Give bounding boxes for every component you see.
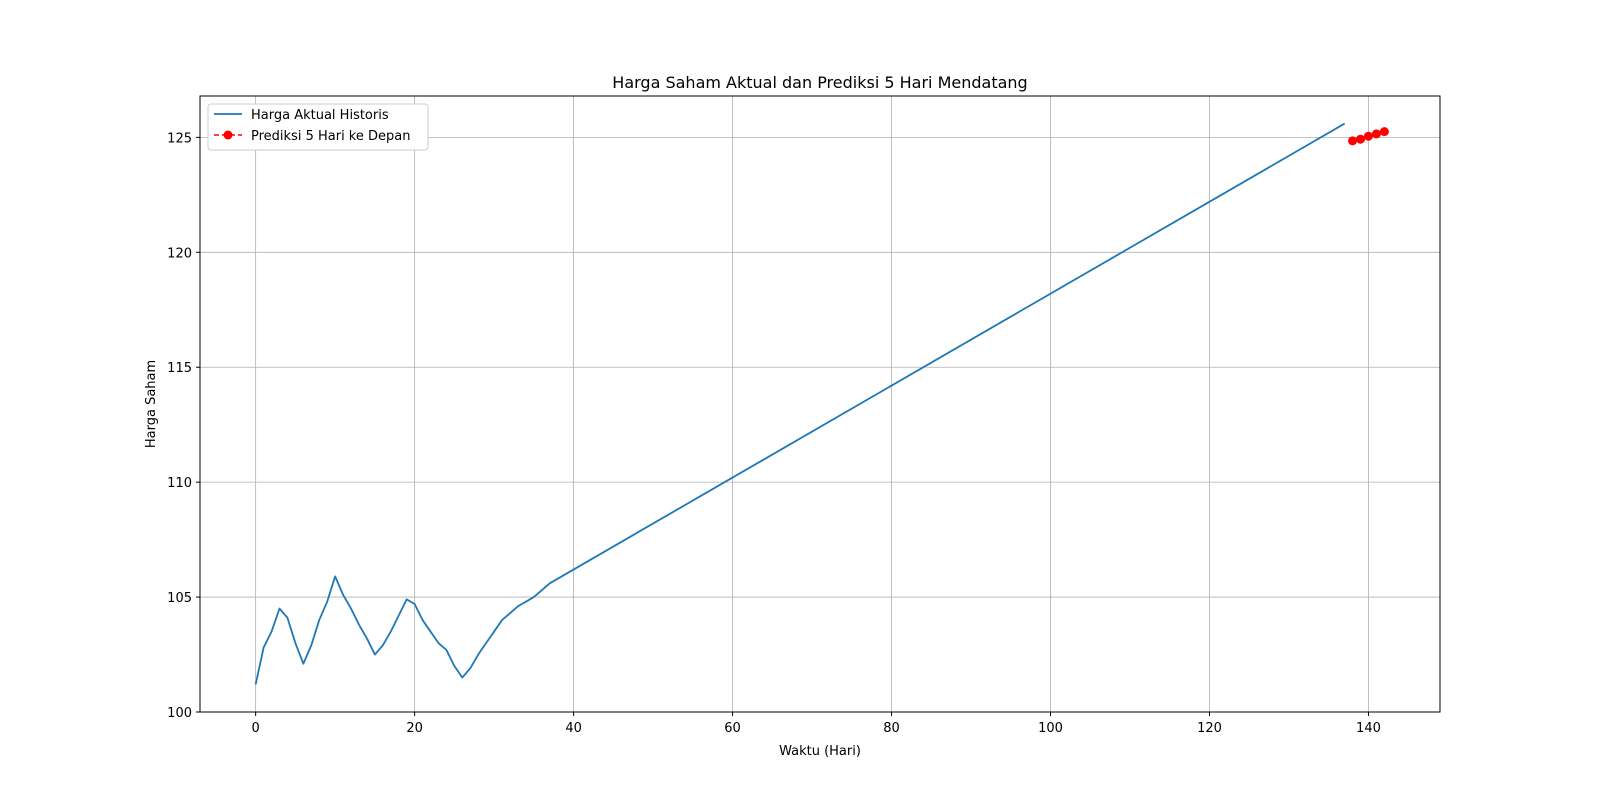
legend-box [207, 103, 429, 151]
y-tick-label: 125 [167, 131, 192, 146]
y-tick-label: 105 [167, 591, 192, 606]
y-tick-label: 115 [167, 361, 192, 376]
axis-ticks: 0 20 40 60 80 100 120 140 100 105 110 115 120 125 [167, 131, 1381, 736]
x-tick-label: 120 [1197, 721, 1222, 736]
prediction-point [1363, 131, 1373, 141]
x-tick-label: 0 [252, 721, 260, 736]
y-tick-label: 100 [167, 706, 192, 721]
prediction-point [1379, 127, 1389, 137]
x-tick-label: 40 [565, 721, 582, 736]
chart-title: Harga Saham Aktual dan Prediksi 5 Hari M… [612, 73, 1027, 92]
x-tick-label: 60 [724, 721, 741, 736]
prediction-point [1371, 129, 1381, 139]
legend-marker-prediction [223, 130, 233, 140]
plot-frame [199, 95, 1441, 713]
x-axis-label: Waktu (Hari) [779, 744, 861, 759]
prediction-point [1356, 134, 1366, 144]
x-tick-label: 80 [883, 721, 900, 736]
x-tick-label: 100 [1038, 721, 1063, 736]
y-tick-label: 120 [167, 246, 192, 261]
legend-label-prediction: Prediksi 5 Hari ke Depan [251, 129, 410, 144]
x-tick-label: 20 [406, 721, 423, 736]
y-tick-label: 110 [167, 476, 192, 491]
legend: Harga Aktual Historis Prediksi 5 Hari ke… [207, 103, 429, 151]
historical-price-line [254, 122, 1346, 685]
series-group [254, 122, 1389, 685]
prediction-point [1348, 136, 1358, 146]
legend-label-historical: Harga Aktual Historis [251, 108, 389, 123]
x-tick-label: 140 [1356, 721, 1381, 736]
y-axis-label: Harga Saham [144, 360, 159, 448]
